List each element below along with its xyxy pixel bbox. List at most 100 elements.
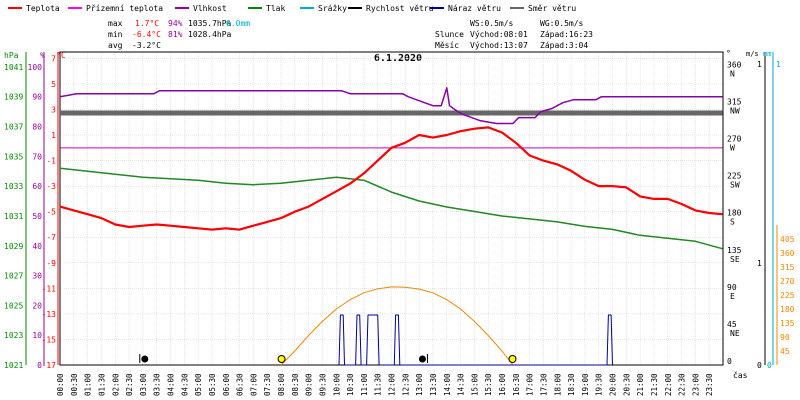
axis-hpa-tick: 1021: [4, 361, 23, 370]
axis-percent-tick: 80: [32, 123, 42, 132]
axis-compass-tick: E: [730, 292, 735, 301]
x-tick-label: 14:00: [443, 373, 452, 396]
axis-celsius-label: °C: [56, 51, 66, 60]
stat-avg-label: avg: [108, 41, 123, 50]
axis-percent-tick: 40: [32, 242, 42, 251]
moonset-marker: [141, 355, 149, 363]
stat-avg-temp: -3.2°C: [132, 41, 161, 50]
axis-celsius-tick: -5: [46, 208, 56, 217]
x-tick-label: 11:30: [374, 373, 383, 396]
axis-ms-tick: 1: [757, 259, 762, 268]
axis-hpa-tick: 1037: [4, 123, 23, 132]
x-tick-label: 04:00: [167, 373, 176, 396]
axis-hpa-tick: 1035: [4, 152, 23, 161]
legend-label: Rychlost větru: [366, 4, 434, 13]
x-tick-label: 16:00: [498, 373, 507, 396]
axis-celsius-tick: -9: [46, 259, 56, 268]
x-tick-label: 17:00: [526, 373, 535, 396]
axis-degrees-tick: 0: [727, 357, 732, 366]
x-tick-label: 20:00: [609, 373, 618, 396]
markers: [139, 354, 517, 363]
x-tick-label: 13:00: [415, 373, 424, 396]
info-ws: WS:0.5m/s: [470, 19, 514, 28]
axis-compass-tick: SW: [730, 181, 740, 190]
legend: Teplota Přízemní teplota Vlhkost Tlak Srážky…: [8, 4, 576, 13]
info-sun-label: Slunce: [435, 30, 464, 39]
info-wg: WG:0.5m/s: [540, 19, 584, 28]
axis-celsius-tick: 1: [51, 131, 56, 140]
stat-min-label: min: [108, 30, 123, 39]
axis-sun-tick: 225: [780, 291, 795, 300]
axis-mm-tick: 0: [767, 361, 772, 370]
x-axis: 00:00 00:30 01:00 01:30 02:00 02:30 03:00 03:30…: [56, 373, 714, 396]
axis-sun-tick: 405: [780, 235, 795, 244]
series-wind-gust: [338, 314, 613, 366]
axis-percent-tick: 30: [32, 272, 42, 281]
x-tick-label: 09:00: [305, 373, 314, 396]
axis-percent-tick: 0: [37, 361, 42, 370]
axis-percent-label: %: [40, 51, 45, 60]
axis-celsius-tick: -1: [46, 157, 56, 166]
axis-hpa-tick: 1039: [4, 93, 23, 102]
axis-degrees-tick: 45: [727, 320, 737, 329]
stat-max-hum: 94%: [168, 19, 183, 28]
x-tick-label: 19:30: [595, 373, 604, 396]
x-tick-label: 21:00: [636, 373, 645, 396]
axis-celsius-tick: -15: [42, 335, 57, 344]
info-moon-label: Měsíc: [435, 41, 459, 50]
axis-sun-tick: 45: [780, 347, 790, 356]
axes: hPa% °C1021102310251027102910311033103510…: [4, 49, 795, 370]
axis-degrees-tick: 315: [727, 98, 742, 107]
axis-celsius-tick: -11: [42, 284, 57, 293]
x-tick-label: 23:30: [705, 373, 714, 396]
info-block: WS:0.5m/s WG:0.5m/s Slunce Východ:08:01 …: [435, 19, 593, 50]
axis-compass-tick: SE: [730, 255, 740, 264]
x-tick-label: 17:30: [539, 373, 548, 396]
x-tick-label: 08:00: [277, 373, 286, 396]
x-tick-label: 19:00: [581, 373, 590, 396]
axis-ms-tick: 1: [757, 60, 762, 69]
plot-area: [59, 87, 723, 366]
x-tick-label: 18:30: [567, 373, 576, 396]
axis-hpa-tick: 1033: [4, 182, 23, 191]
axis-celsius-tick: -13: [42, 310, 57, 319]
axis-mm-label: mm: [763, 50, 771, 58]
axis-sun-tick: 90: [780, 333, 790, 342]
stat-min-hum: 81%: [168, 30, 183, 39]
x-tick-label: 15:00: [470, 373, 479, 396]
x-tick-label: 05:00: [194, 373, 203, 396]
x-axis-unit: čas: [733, 370, 748, 380]
series-sun-elevation: [280, 286, 514, 366]
x-tick-label: 07:00: [249, 373, 258, 396]
axis-ms-tick: 0: [757, 361, 762, 370]
axis-celsius-tick: 7: [51, 54, 56, 63]
legend-label: Teplota: [26, 4, 60, 13]
axis-degrees-tick: 360: [727, 60, 742, 69]
x-tick-label: 12:30: [401, 373, 410, 396]
x-tick-label: 02:00: [111, 373, 120, 396]
x-tick-label: 01:00: [84, 373, 93, 396]
x-tick-label: 15:30: [484, 373, 493, 396]
axis-mm-tick: 1: [776, 60, 781, 69]
info-moon-rise: Východ:13:07: [470, 41, 528, 50]
x-tick-label: 02:30: [125, 373, 134, 396]
axis-hpa-tick: 1029: [4, 242, 23, 251]
axis-degrees-tick: 225: [727, 172, 742, 181]
axis-sun-tick: 270: [780, 277, 795, 286]
axis-sun-tick: 360: [780, 249, 795, 258]
x-tick-label: 10:00: [332, 373, 341, 396]
axis-celsius-tick: 5: [51, 80, 56, 89]
x-tick-label: 08:30: [291, 373, 300, 396]
axis-hpa-tick: 1023: [4, 331, 23, 340]
info-moon-set: Západ:3:04: [540, 41, 588, 50]
moonrise-marker: [418, 355, 426, 363]
x-tick-label: 01:30: [97, 373, 106, 396]
stat-max-temp: 1.7°C: [135, 19, 159, 28]
axis-hpa-label: hPa: [4, 51, 19, 60]
legend-label: Směr větru: [528, 4, 576, 13]
axis-compass-tick: N: [730, 69, 735, 78]
axis-degrees-tick: 135: [727, 246, 742, 255]
x-tick-label: 12:00: [388, 373, 397, 396]
